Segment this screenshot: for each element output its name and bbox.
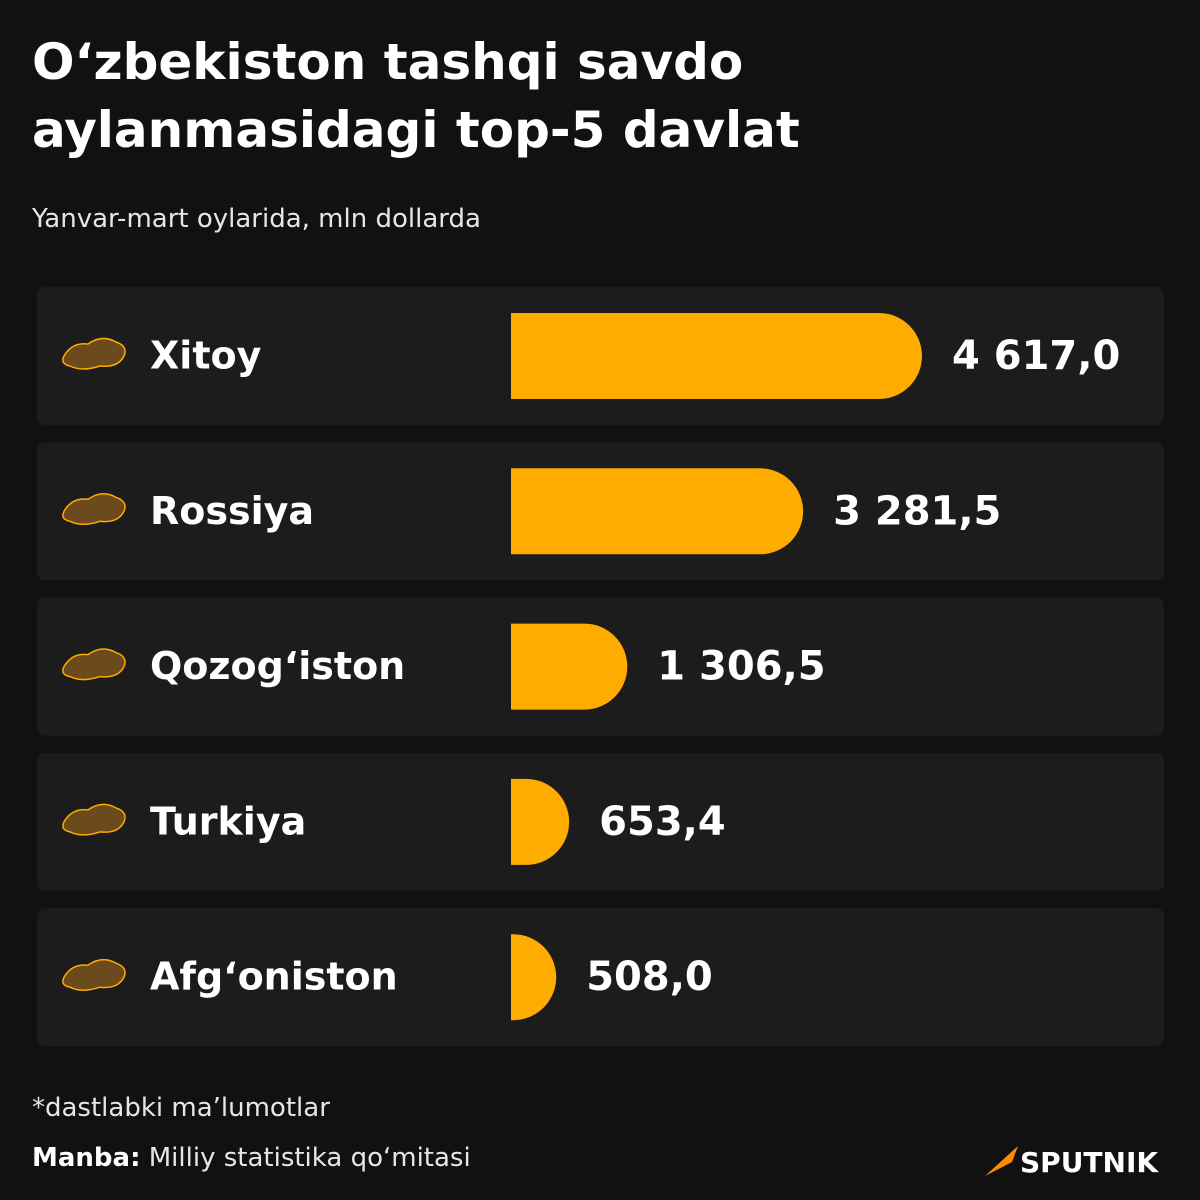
value-label: 508,0 (586, 954, 713, 1000)
country-icon (62, 803, 126, 836)
category-label: Qozog‘iston (150, 644, 405, 688)
chart-title: O‘zbekiston tashqi savdo aylanmasidagi t… (32, 33, 800, 159)
category-label: Rossiya (150, 489, 314, 533)
bar (511, 934, 557, 1021)
value-label: 1 306,5 (657, 644, 825, 690)
category-label: Xitoy (150, 334, 262, 378)
rows: Xitoy 4 617,0 Rossiya 3 281,5 Qozog‘iston 1 3… (37, 287, 1164, 1047)
brand-logo (985, 1146, 1018, 1176)
category-label: Afg‘oniston (150, 955, 398, 999)
source: Manba: Milliy statistika qo‘mitasi (32, 1143, 471, 1173)
bar (511, 468, 804, 555)
country-icon (62, 337, 126, 370)
row-panel (37, 908, 1164, 1047)
value-label: 3 281,5 (833, 488, 1001, 534)
category-label: Turkiya (150, 799, 306, 843)
country-icon (62, 493, 126, 526)
bar (511, 778, 570, 865)
source-label: Manba: (32, 1143, 141, 1173)
country-icon (62, 648, 126, 681)
footnote: *dastlabki ma’lumotlar (32, 1093, 330, 1123)
chart-subtitle: Yanvar-mart oylarida, mln dollarda (32, 204, 481, 234)
source-text: Milliy statistika qo‘mitasi (148, 1143, 471, 1173)
brand: SPUTNIK (1020, 1146, 1159, 1179)
value-label: 653,4 (599, 799, 726, 845)
row-panel (37, 752, 1164, 891)
bar (511, 623, 628, 710)
bar (511, 313, 922, 399)
country-icon (62, 958, 126, 991)
value-label: 4 617,0 (952, 333, 1120, 379)
